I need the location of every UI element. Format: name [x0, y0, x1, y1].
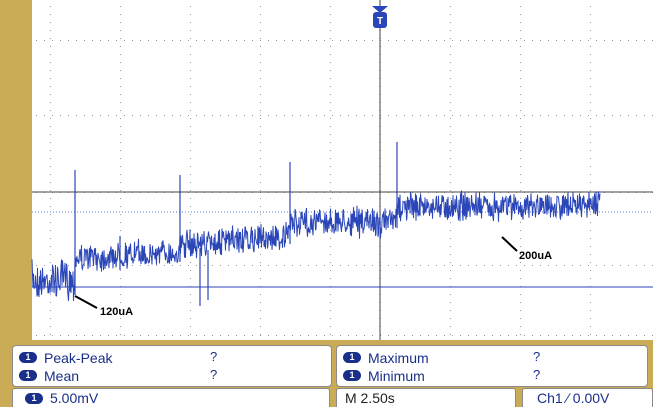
channel-1-badge-icon: 1 [19, 352, 37, 363]
measurement-mean[interactable]: 1 Mean [19, 367, 79, 384]
trigger-value: Ch1 ∕ 0.00V [537, 390, 610, 406]
measurement-label: Mean [44, 367, 80, 384]
channel-1-badge-icon: 1 [25, 392, 43, 404]
left-bezel [0, 0, 32, 345]
measurement-panel-right[interactable]: 1 Maximum ? 1 Minimum ? [336, 345, 648, 387]
graticule [36, 6, 653, 336]
svg-text:T: T [377, 16, 383, 27]
measurement-peak-peak[interactable]: 1 Peak-Peak [19, 349, 112, 366]
measurement-value: ? [533, 349, 541, 364]
measurement-label: Minimum [368, 367, 425, 384]
trigger-position-marker-icon[interactable]: T [372, 6, 388, 28]
channel-1-badge-icon: 1 [343, 352, 361, 363]
channel-1-badge-icon: 1 [19, 370, 37, 381]
waveform-spikes [74, 142, 398, 306]
measurement-value: ? [210, 349, 218, 364]
horizontal-scale-value: M 2.50s [345, 390, 395, 406]
measurement-label: Peak-Peak [44, 349, 113, 366]
annotation-120ua: 120uA [100, 306, 133, 318]
measurement-maximum[interactable]: 1 Maximum [343, 349, 429, 366]
vertical-scale-readout[interactable]: 1 5.00mV [12, 388, 330, 407]
annotation-arrow-120ua [74, 295, 98, 309]
measurement-minimum[interactable]: 1 Minimum [343, 367, 425, 384]
measurement-panel-left[interactable]: 1 Peak-Peak ? 1 Mean ? [12, 345, 332, 387]
annotation-arrow-200ua [501, 236, 518, 252]
channel-1-waveform [31, 190, 601, 301]
measurement-value: ? [533, 367, 541, 382]
horizontal-scale-readout[interactable]: M 2.50s [336, 388, 516, 407]
annotation-200ua: 200uA [519, 250, 552, 262]
vertical-scale-value: 5.00mV [50, 390, 99, 406]
measurement-value: ? [210, 367, 218, 382]
measurement-label: Maximum [368, 349, 429, 366]
trigger-readout[interactable]: Ch1 ∕ 0.00V [522, 388, 653, 407]
channel-1-badge-icon: 1 [343, 370, 361, 381]
